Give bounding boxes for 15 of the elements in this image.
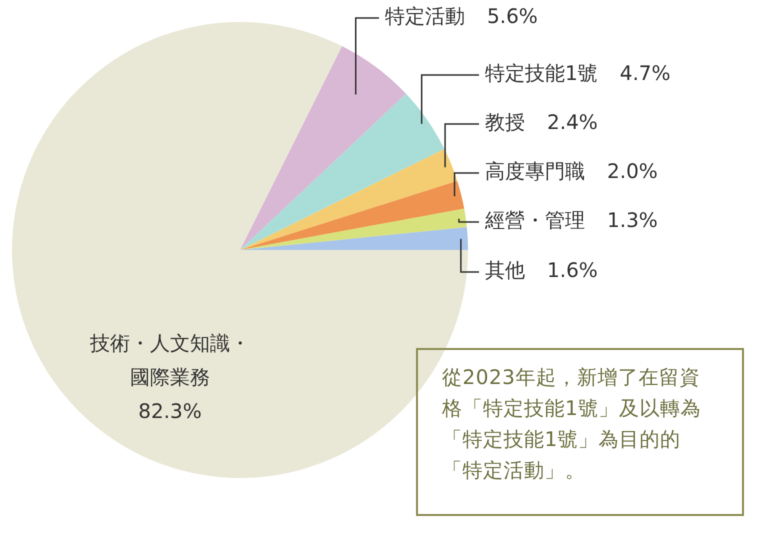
slice-label: 高度專門職 <box>485 159 585 184</box>
data-label: 2.0% <box>607 159 658 184</box>
data-label: 1.3% <box>607 208 658 232</box>
data-label: 82.3% <box>138 399 202 424</box>
text: 從2023年起，新增了在留資格「特定技能1號」及以轉為「特定技能1號」為目的的「特定活動」。 <box>416 348 744 516</box>
data-label: 5.6% <box>487 4 538 28</box>
slice-label: 技術・人文知識・國際業務 <box>89 331 250 390</box>
data-label: 2.4% <box>547 110 598 134</box>
data-label: 1.6% <box>547 258 598 282</box>
slice-label: 特定活動 <box>385 4 465 28</box>
slice-label: 教授 <box>485 110 525 134</box>
slice-label: 特定技能1號 <box>485 61 598 86</box>
slice-label: 其他 <box>485 258 525 282</box>
slice-label: 經營・管理 <box>484 208 585 232</box>
data-label: 4.7% <box>620 61 671 86</box>
